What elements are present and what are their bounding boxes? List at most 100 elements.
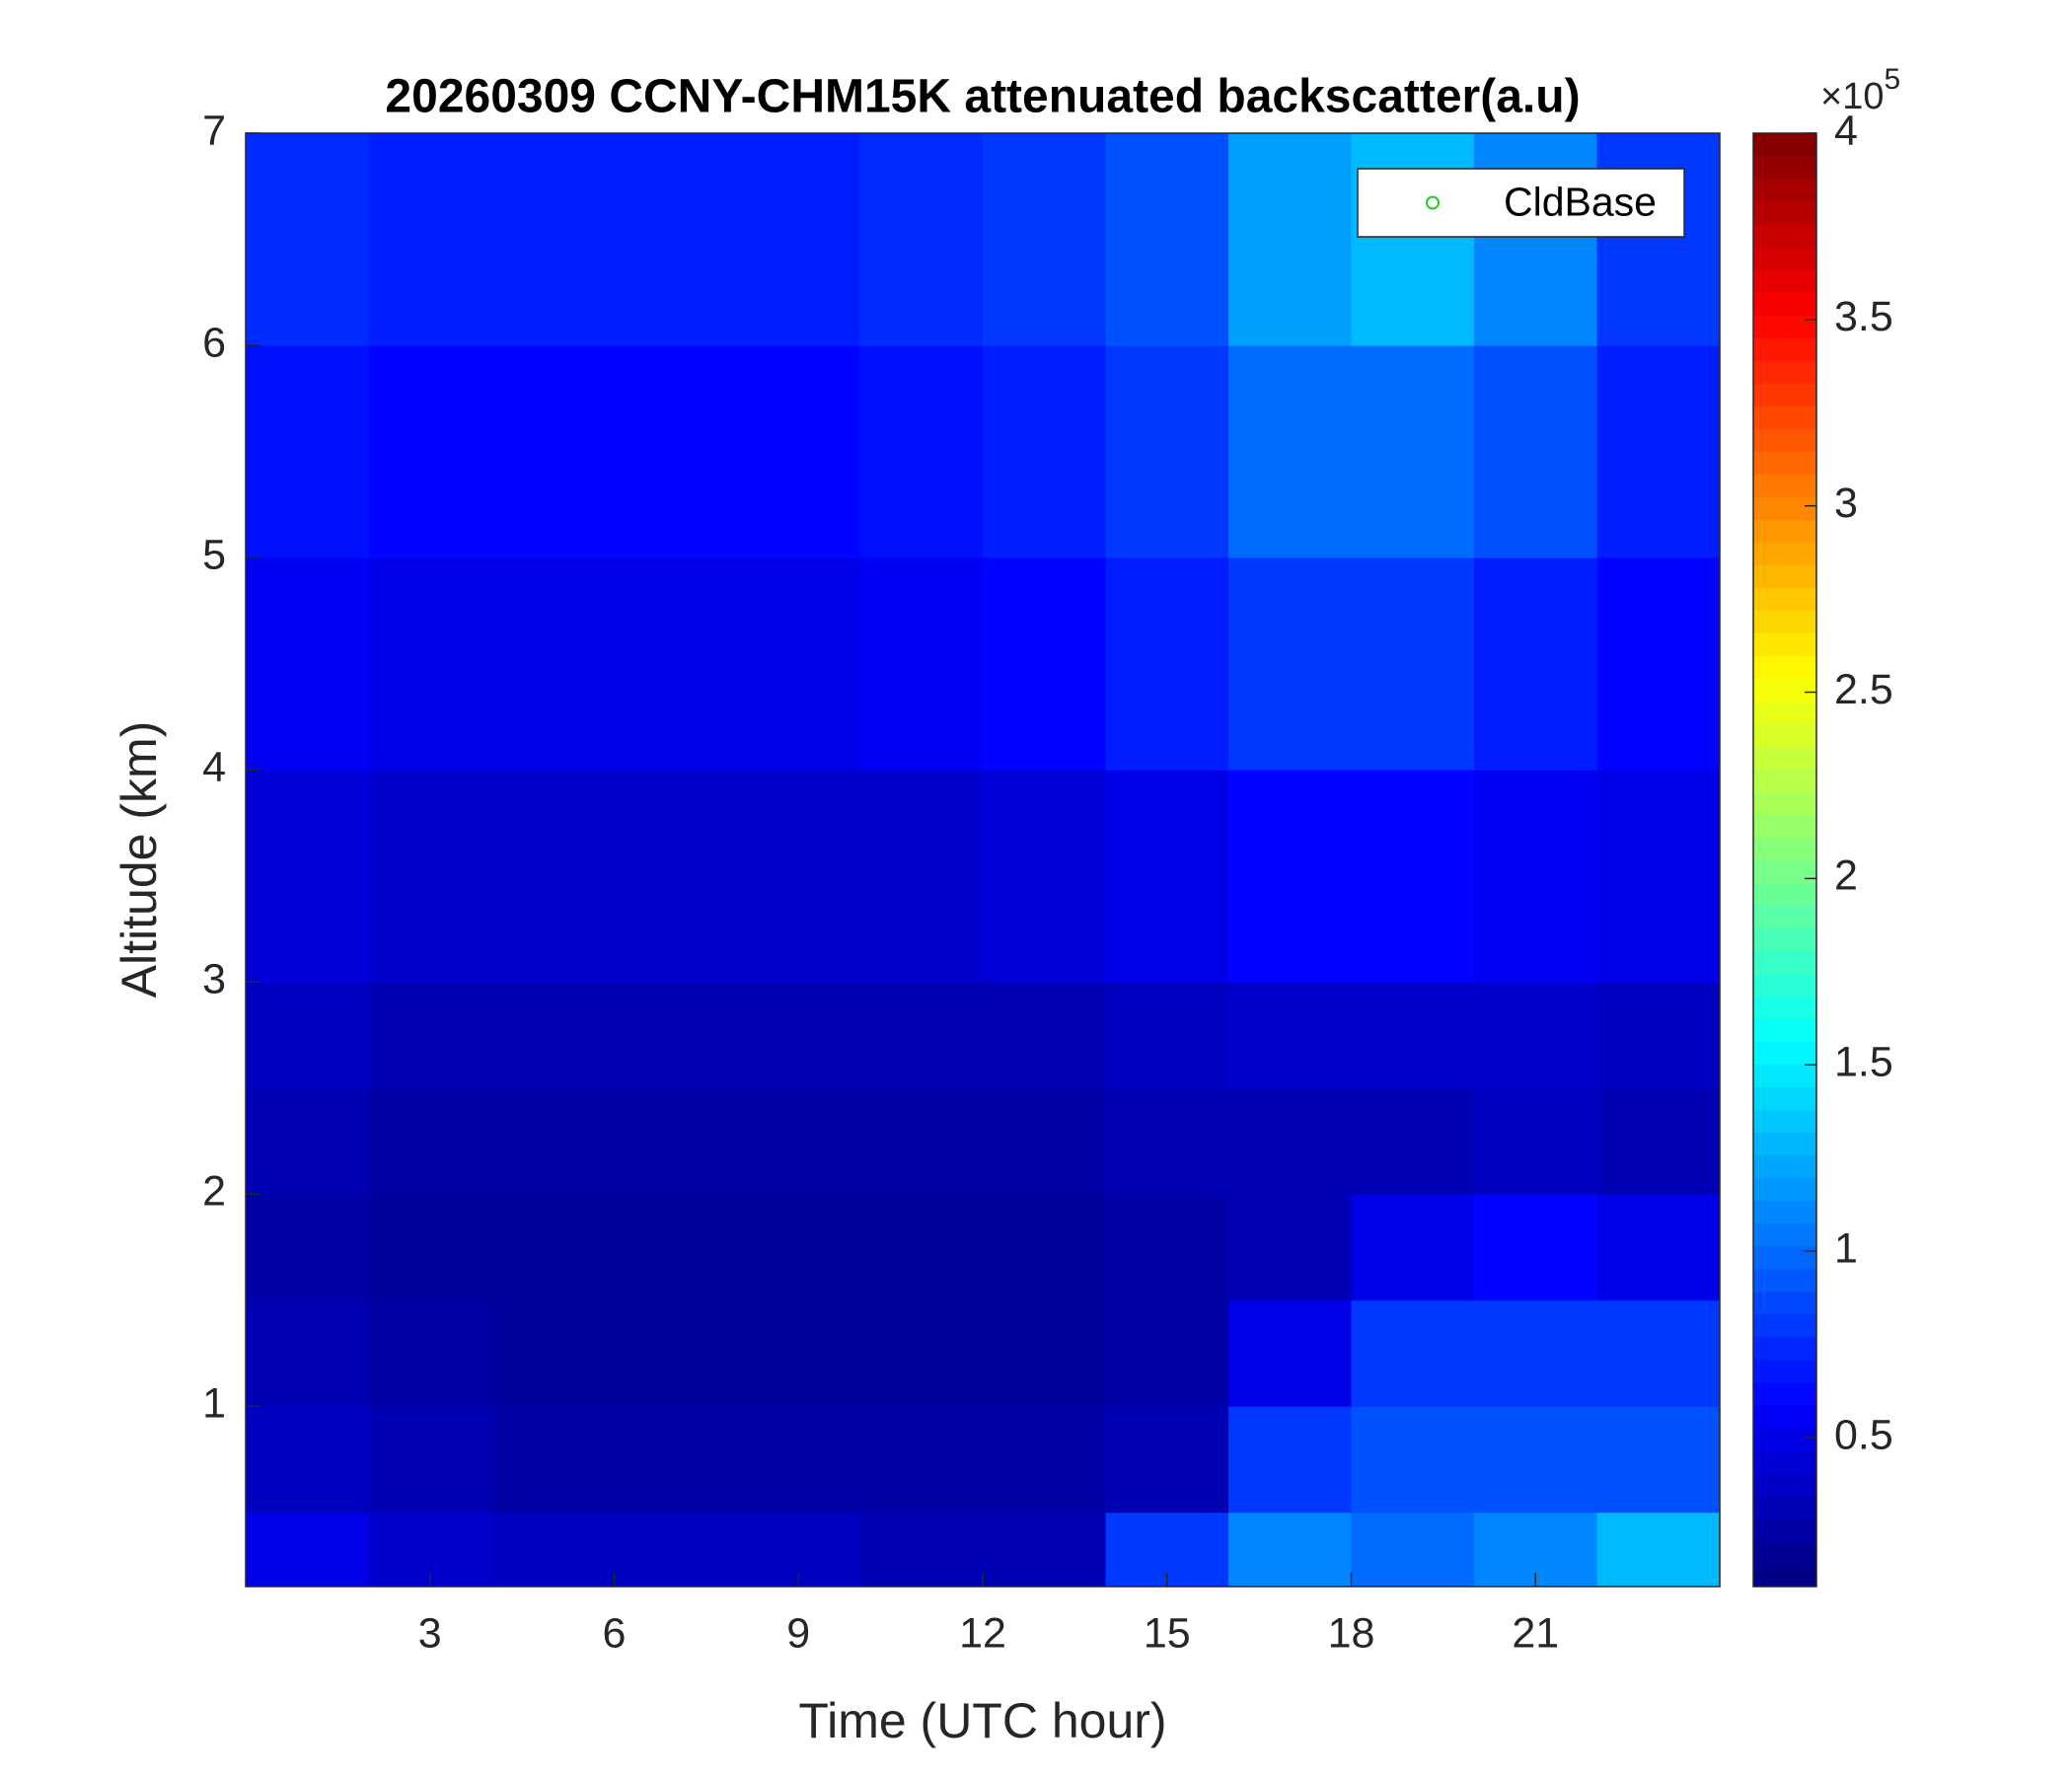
colorbar-swatch [1753,519,1816,543]
colorbar-swatch [1753,1154,1816,1179]
heatmap-cell [614,770,738,983]
heatmap-cell [246,133,369,346]
colorbar-swatch [1753,1381,1816,1406]
heatmap-cell [368,982,492,1089]
heatmap-cell [1228,1087,1352,1195]
heatmap-cell [1596,770,1721,983]
colorbar-swatch [1753,542,1816,565]
heatmap-cell [1351,770,1475,983]
colorbar-tick-label: 3.5 [1834,293,1893,340]
multiplier-base: ×10 [1820,76,1884,117]
heatmap-cell [983,345,1106,558]
heatmap-cell [368,345,492,558]
heatmap-cell [246,345,369,558]
heatmap-cell [491,770,615,983]
heatmap-cell [491,345,615,558]
y-tick-label: 5 [202,531,226,578]
heatmap-cell [491,133,615,346]
heatmap-cell [1474,1406,1597,1514]
heatmap-cell [1596,1194,1721,1301]
colorbar-swatch [1753,451,1816,475]
y-tick-label: 7 [202,107,226,154]
heatmap-cell [737,770,860,983]
heatmap-cell [246,982,369,1089]
heatmap-cell [368,557,492,771]
heatmap-cell [859,1194,984,1301]
colorbar-swatch [1753,179,1816,202]
heatmap-cell [1105,1406,1229,1514]
heatmap-cell [1351,1512,1475,1588]
heatmap-cell [1105,982,1229,1089]
heatmap-cell [614,557,738,771]
colorbar-swatch [1753,701,1816,724]
multiplier-exponent: 5 [1884,63,1900,96]
heatmap-cell [368,770,492,983]
colorbar-swatch [1753,1109,1816,1134]
heatmap-cell [983,1299,1106,1407]
heatmap-cell [737,1194,860,1301]
colorbar-swatch [1753,769,1816,792]
x-axis-label: Time (UTC hour) [798,1693,1166,1748]
y-axis-label: Altitude (km) [111,721,167,999]
heatmap-cell [1474,133,1597,346]
colorbar-swatch [1753,1517,1816,1542]
heatmap-cell [1105,1299,1229,1407]
heatmap-cell [1228,1194,1352,1301]
heatmap-cell [368,133,492,346]
legend-label: CldBase [1504,179,1657,224]
colorbar-swatch [1753,950,1816,975]
colorbar-swatch [1753,973,1816,998]
x-tick-label: 18 [1328,1609,1375,1657]
y-tick-label: 3 [202,956,226,1003]
heatmap-cell [1105,770,1229,983]
colorbar-swatch [1753,996,1816,1020]
heatmap-cell [1105,1194,1229,1301]
colorbar-swatch [1753,882,1816,907]
heatmap-cell [246,770,369,983]
heatmap-cell [737,345,860,558]
colorbar-swatch [1753,1449,1816,1474]
heatmap-cell [1596,982,1721,1089]
colorbar-swatch [1753,1563,1816,1588]
colorbar-swatch [1753,1064,1816,1088]
heatmap-cell [1105,1087,1229,1195]
colorbar-swatch [1753,1200,1816,1224]
colorbar-swatch [1753,655,1816,679]
colorbar-swatch [1753,564,1816,588]
heatmap-cell [859,982,984,1089]
heatmap-cell [1596,557,1721,771]
colorbar-tick-label: 1.5 [1834,1039,1893,1086]
colorbar-swatch [1753,1359,1816,1383]
colorbar-swatch [1753,496,1816,520]
heatmap-cell [983,557,1106,771]
heatmap-cell [614,1194,738,1301]
colorbar-tick-label: 3 [1834,480,1858,527]
heatmap-cell [1228,345,1352,558]
heatmap-cell [1474,345,1597,558]
x-tick-label: 12 [959,1609,1006,1657]
colorbar-swatch [1753,1427,1816,1451]
colorbar-swatch [1753,587,1816,611]
x-tick-label: 9 [786,1609,810,1657]
colorbar-swatch [1753,814,1816,838]
colorbar-swatch [1753,905,1816,929]
heatmap-cell [983,1512,1106,1588]
heatmap-cell [614,982,738,1089]
colorbar-swatch [1753,927,1816,952]
heatmap-cell [246,1512,369,1588]
legend-marker [1426,195,1440,210]
colorbar-swatch [1753,1245,1816,1270]
heatmap-cell [1474,1194,1597,1301]
heatmap-cell [1351,1299,1475,1407]
heatmap-cell [859,1512,984,1588]
colorbar-swatch [1753,1495,1816,1519]
heatmap-cell [859,557,984,771]
heatmap-cell [737,1087,860,1195]
heatmap-cell [1228,770,1352,983]
heatmap-cell [1228,1406,1352,1514]
x-tick-label: 3 [418,1609,442,1657]
heatmap-cell [1474,770,1597,983]
heatmap-cell [614,345,738,558]
heatmap-cell [1351,345,1475,558]
